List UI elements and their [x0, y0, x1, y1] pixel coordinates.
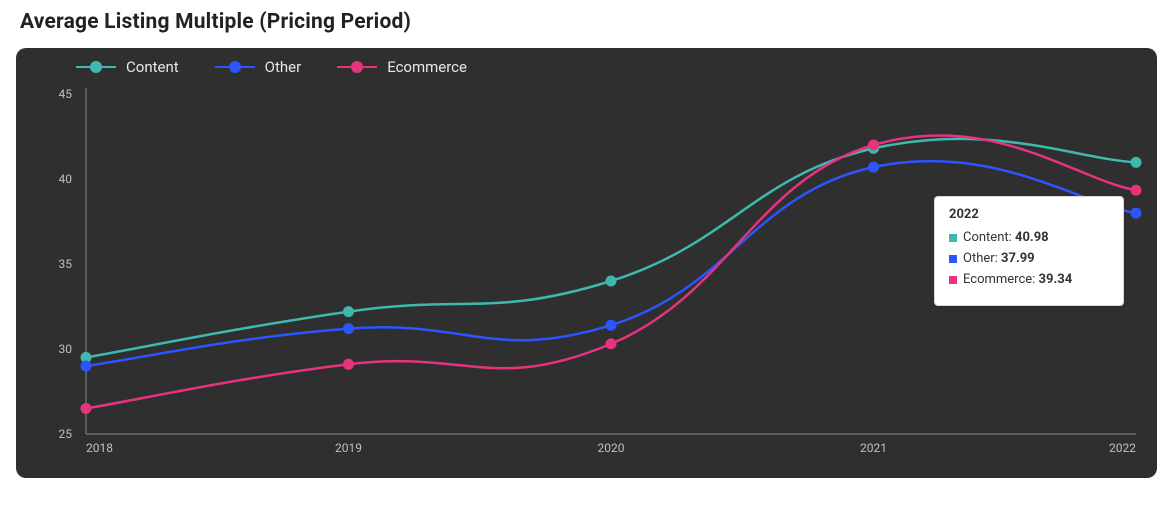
legend-label: Other: [265, 58, 302, 76]
legend: Content Other Ecommerce: [76, 58, 467, 76]
svg-text:35: 35: [59, 257, 73, 271]
svg-text:40: 40: [59, 172, 73, 186]
legend-dot-icon: [351, 61, 363, 73]
tooltip-color-icon: [949, 255, 957, 263]
svg-text:2021: 2021: [860, 441, 887, 455]
svg-text:30: 30: [59, 342, 73, 356]
legend-swatch: [337, 61, 377, 73]
legend-line-icon: [215, 66, 229, 69]
legend-line-icon: [102, 66, 116, 69]
legend-dot-icon: [229, 61, 241, 73]
tooltip-color-icon: [949, 276, 957, 284]
svg-text:25: 25: [59, 427, 73, 441]
tooltip-color-icon: [949, 234, 957, 242]
legend-line-icon: [363, 66, 377, 69]
legend-label: Content: [126, 58, 179, 76]
tooltip-label: Ecommerce: 39.34: [963, 272, 1072, 287]
svg-text:2019: 2019: [335, 441, 362, 455]
legend-line-icon: [76, 66, 90, 69]
svg-text:45: 45: [59, 87, 73, 101]
tooltip-row: Ecommerce: 39.34: [949, 272, 1109, 287]
tooltip-year: 2022: [949, 207, 1109, 222]
tooltip-label: Other: 37.99: [963, 251, 1035, 266]
chart-card: Content Other Ecommerce 2530354045201: [16, 48, 1157, 478]
legend-line-icon: [241, 66, 255, 69]
tooltip-row: Content: 40.98: [949, 230, 1109, 245]
legend-item-other[interactable]: Other: [215, 58, 302, 76]
tooltip-row: Other: 37.99: [949, 251, 1109, 266]
chart-title: Average Listing Multiple (Pricing Period…: [20, 10, 1157, 34]
legend-swatch: [215, 61, 255, 73]
svg-text:2022: 2022: [1109, 441, 1136, 455]
svg-text:2018: 2018: [86, 441, 113, 455]
tooltip: 2022 Content: 40.98 Other: 37.99 Ecommer…: [934, 196, 1124, 306]
legend-item-content[interactable]: Content: [76, 58, 179, 76]
legend-line-icon: [337, 66, 351, 69]
legend-swatch: [76, 61, 116, 73]
legend-label: Ecommerce: [387, 58, 467, 76]
svg-text:2020: 2020: [598, 441, 625, 455]
legend-dot-icon: [90, 61, 102, 73]
tooltip-label: Content: 40.98: [963, 230, 1049, 245]
legend-item-ecommerce[interactable]: Ecommerce: [337, 58, 467, 76]
